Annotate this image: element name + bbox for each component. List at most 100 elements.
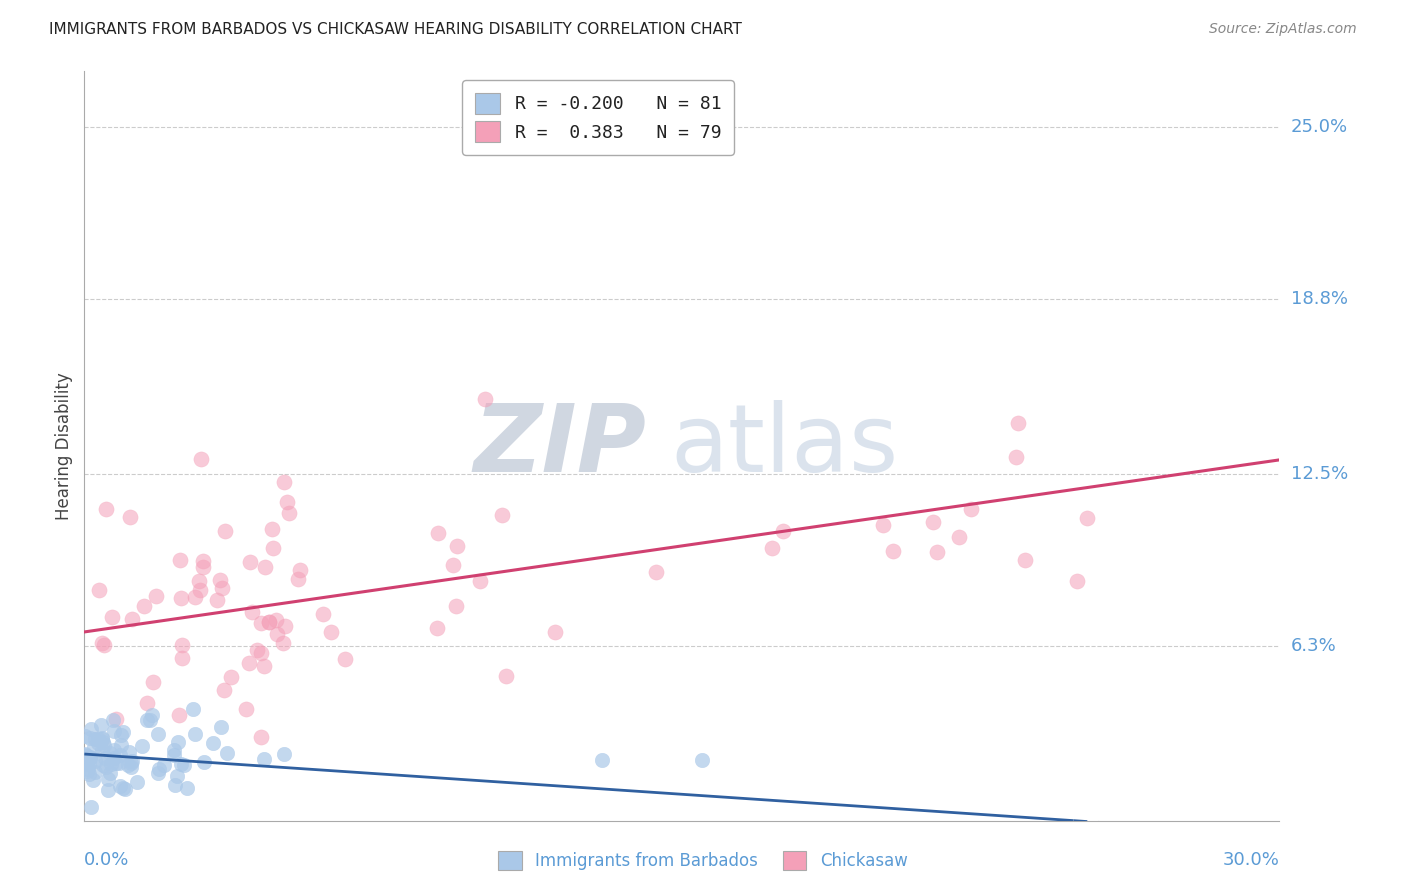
Point	[274, 619, 297, 633]
Point	[645, 565, 668, 579]
Point	[960, 501, 983, 516]
Point	[1066, 574, 1088, 589]
Point	[312, 607, 335, 622]
Point	[77, 756, 100, 771]
Point	[98, 765, 121, 780]
Point	[217, 746, 239, 760]
Point	[205, 593, 228, 607]
Point	[111, 781, 134, 796]
Point	[90, 732, 112, 747]
Point	[193, 755, 215, 769]
Point	[103, 723, 125, 738]
Point	[259, 615, 281, 630]
Point	[120, 756, 142, 771]
Point	[75, 749, 97, 764]
Point	[145, 590, 167, 604]
Text: 25.0%: 25.0%	[1291, 118, 1348, 136]
Point	[138, 713, 160, 727]
Point	[84, 765, 107, 780]
Point	[110, 739, 132, 753]
Point	[441, 558, 464, 572]
Point	[188, 583, 211, 598]
Point	[474, 392, 496, 406]
Point	[208, 574, 231, 588]
Point	[90, 636, 112, 650]
Point	[94, 751, 117, 765]
Point	[235, 702, 257, 716]
Point	[264, 613, 287, 627]
Point	[86, 736, 108, 750]
Point	[166, 769, 188, 783]
Point	[250, 616, 273, 631]
Point	[250, 646, 273, 660]
Point	[84, 731, 107, 746]
Point	[250, 731, 273, 745]
Point	[212, 682, 235, 697]
Point	[209, 720, 232, 734]
Legend: R = -0.200   N = 81, R =  0.383   N = 79: R = -0.200 N = 81, R = 0.383 N = 79	[463, 80, 734, 154]
Point	[239, 555, 262, 569]
Point	[201, 736, 224, 750]
Point	[169, 553, 191, 567]
Point	[79, 751, 101, 765]
Point	[238, 657, 260, 671]
Point	[163, 778, 186, 792]
Point	[80, 722, 103, 736]
Text: atlas: atlas	[671, 400, 898, 492]
Point	[544, 625, 567, 640]
Point	[173, 757, 195, 772]
Point	[114, 781, 136, 796]
Point	[136, 713, 159, 727]
Point	[254, 560, 277, 574]
Point	[108, 747, 131, 762]
Point	[426, 621, 449, 635]
Point	[276, 494, 298, 508]
Point	[120, 509, 142, 524]
Point	[91, 731, 114, 746]
Point	[110, 779, 132, 793]
Point	[105, 712, 128, 726]
Point	[77, 763, 100, 777]
Point	[80, 799, 103, 814]
Point	[446, 539, 468, 553]
Point	[922, 515, 945, 529]
Point	[690, 753, 713, 767]
Point	[103, 751, 125, 765]
Point	[93, 738, 115, 752]
Point	[108, 756, 131, 770]
Point	[271, 635, 294, 649]
Point	[444, 599, 467, 613]
Point	[288, 563, 311, 577]
Point	[73, 729, 96, 743]
Point	[495, 668, 517, 682]
Point	[76, 764, 98, 779]
Point	[183, 591, 205, 605]
Point	[172, 650, 194, 665]
Point	[948, 531, 970, 545]
Point	[142, 675, 165, 690]
Point	[321, 625, 343, 640]
Point	[257, 615, 280, 629]
Point	[273, 747, 295, 762]
Point	[75, 747, 97, 762]
Point	[772, 524, 794, 538]
Point	[103, 743, 125, 757]
Point	[121, 754, 143, 768]
Point	[131, 739, 153, 753]
Point	[1014, 553, 1036, 567]
Point	[176, 781, 198, 796]
Point	[117, 758, 139, 772]
Point	[89, 718, 111, 732]
Point	[79, 767, 101, 781]
Point	[214, 524, 236, 539]
Point	[166, 735, 188, 749]
Point	[79, 750, 101, 764]
Point	[169, 591, 191, 606]
Point	[187, 574, 209, 589]
Point	[94, 501, 117, 516]
Point	[132, 599, 156, 613]
Text: Source: ZipAtlas.com: Source: ZipAtlas.com	[1209, 22, 1357, 37]
Point	[1076, 510, 1098, 524]
Point	[110, 728, 132, 742]
Point	[101, 713, 124, 727]
